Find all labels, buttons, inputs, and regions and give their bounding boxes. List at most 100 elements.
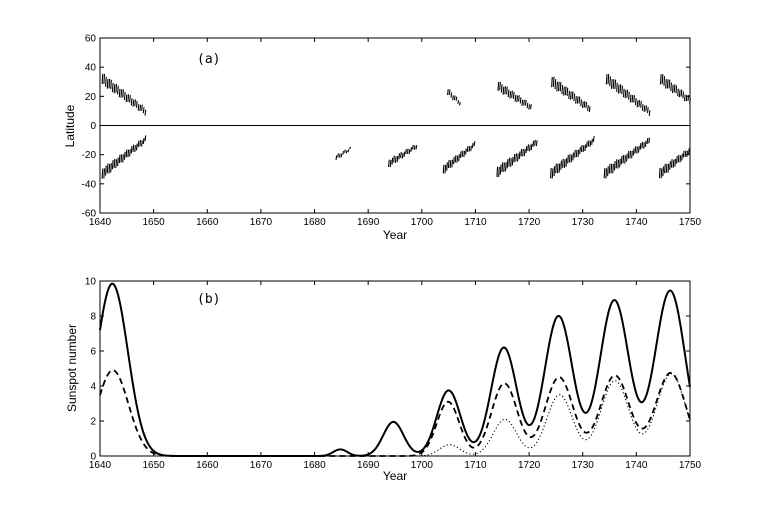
sunspot-mark: [566, 87, 569, 97]
sunspot-mark: [118, 88, 121, 98]
sunspot-mark: [528, 144, 531, 152]
sunspot-mark: [403, 151, 406, 158]
sunspot-mark: [626, 89, 629, 98]
sunspot-mark: [631, 94, 634, 103]
sunspot-mark: [670, 159, 673, 168]
sunspot-mark: [607, 73, 610, 85]
sunspot-mark: [142, 107, 145, 114]
sunspot-mark: [532, 140, 535, 147]
x-tick-label-b: 1720: [518, 460, 541, 471]
sunspot-mark: [575, 96, 577, 104]
sunspot-mark: [500, 84, 503, 93]
y-tick-label-a: -20: [82, 150, 97, 161]
sunspot-mark: [139, 104, 142, 112]
sunspot-mark: [682, 150, 685, 158]
sunspot-mark: [636, 146, 638, 154]
sunspot-mark: [617, 159, 620, 169]
x-tick-label-a: 1640: [89, 217, 112, 228]
sunspot-mark: [617, 84, 620, 94]
sunspot-mark: [577, 149, 580, 157]
sunspot-mark: [410, 147, 413, 152]
sunspot-mark: [661, 74, 664, 85]
sunspot-mark: [629, 150, 632, 159]
sunspot-mark: [134, 145, 136, 152]
sunspot-mark: [447, 159, 450, 169]
sunspot-mark: [664, 163, 666, 174]
sunspot-mark: [125, 94, 128, 103]
sunspot-mark: [519, 97, 522, 104]
sunspot-mark: [134, 99, 136, 107]
sunspot-mark: [132, 144, 135, 152]
sunspot-mark: [674, 158, 677, 167]
sunspot-mark: [608, 163, 611, 174]
sunspot-mark: [673, 84, 676, 93]
sunspot-mark: [457, 99, 460, 104]
sunspot-mark: [551, 168, 554, 179]
sunspot-mark: [127, 149, 130, 158]
sunspot-mark: [115, 159, 118, 169]
sunspot-number-curves: [99, 282, 691, 457]
y-tick-label-a: 40: [85, 63, 97, 74]
sunspot-mark: [135, 143, 138, 151]
sunspot-mark: [622, 154, 625, 164]
sunspot-mark: [449, 160, 452, 169]
sunspot-mark: [605, 168, 608, 179]
y-axis-title-a: Latitude: [63, 104, 77, 147]
y-tick-label-b: 0: [90, 452, 96, 463]
sunspot-mark: [125, 149, 128, 158]
sunspot-mark: [579, 146, 581, 155]
butterfly-diagram-panel: 1640 1650 1660 1670 1680 1690 1700 1710 1720 1730…: [63, 34, 702, 243]
sunspot-mark: [511, 156, 514, 166]
sunspot-mark: [530, 143, 533, 151]
sunspot-mark: [503, 162, 505, 172]
x-tick-label-b: 1740: [625, 460, 648, 471]
sunspot-mark: [557, 81, 560, 92]
sunspot-mark: [340, 153, 343, 158]
series-line-dotted: [100, 373, 691, 457]
sunspot-mark: [572, 152, 575, 161]
sunspot-mark: [619, 158, 621, 168]
sunspot-mark: [444, 164, 447, 174]
sunspot-mark: [681, 153, 683, 161]
panel-label-b: (b): [197, 292, 220, 307]
sunspot-mark: [113, 158, 116, 168]
sunspot-mark: [513, 153, 516, 163]
sunspot-mark: [408, 149, 411, 155]
sunspot-mark: [144, 109, 147, 116]
sunspot-mark: [591, 138, 593, 145]
sunspot-mark: [680, 89, 683, 97]
sunspot-mark: [516, 153, 519, 162]
sunspot-mark: [659, 74, 662, 85]
sunspot-mark: [388, 159, 390, 167]
sunspot-mark: [677, 88, 679, 97]
sunspot-mark: [609, 76, 611, 87]
sunspot-mark: [549, 168, 552, 179]
sunspot-mark: [498, 166, 500, 178]
sunspot-mark: [569, 91, 572, 100]
sunspot-mark: [578, 96, 581, 104]
y-tick-label-a: 0: [90, 121, 96, 132]
sunspot-mark: [458, 154, 460, 162]
sunspot-mark: [141, 104, 143, 111]
sunspot-mark: [571, 91, 574, 100]
sunspot-mark: [584, 144, 587, 152]
sunspot-mark: [612, 163, 614, 174]
sunspot-mark: [615, 159, 618, 169]
sunspot-mark: [506, 159, 509, 169]
sunspot-mark: [646, 107, 649, 114]
sunspot-mark: [106, 163, 109, 174]
sunspot-mark: [619, 84, 622, 94]
sunspot-mark: [137, 140, 140, 148]
x-tick-label-b: 1750: [679, 460, 702, 471]
sunspot-mark: [135, 101, 138, 108]
sunspot-mark: [508, 157, 511, 167]
sunspot-mark: [665, 79, 667, 89]
y-tick-label-b: 8: [90, 312, 96, 323]
sunspot-mark: [504, 162, 507, 172]
sunspot-mark: [118, 154, 121, 164]
sunspot-mark: [103, 168, 106, 179]
sunspot-mark: [113, 84, 116, 94]
x-tick-label-a: 1690: [357, 217, 380, 228]
sunspot-mark: [527, 144, 529, 151]
sunspot-mark: [526, 102, 529, 109]
